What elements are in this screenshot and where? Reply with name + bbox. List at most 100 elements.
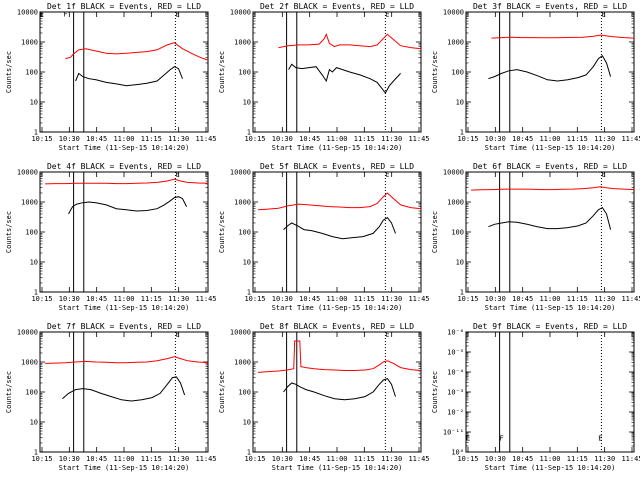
lld-series-line xyxy=(258,192,422,211)
x-tick-label: 10:15 xyxy=(244,135,265,143)
x-tick-label: 11:15 xyxy=(141,135,162,143)
panel-5: Det 5f BLACK = Events, RED = LLD 1 10 100 10… xyxy=(218,162,430,312)
plot-frame xyxy=(252,331,422,453)
panel-title: Det 5f BLACK = Events, RED = LLD xyxy=(260,162,414,171)
y-tick-label: 10 xyxy=(30,419,38,427)
events-series-line xyxy=(283,217,396,240)
panel-4: Det 4f BLACK = Events, RED = LLD 1 10 100 10… xyxy=(5,162,217,312)
x-tick-label: 11:30 xyxy=(168,295,189,303)
x-tick-label: 10:30 xyxy=(59,135,80,143)
x-tick-label: 11:45 xyxy=(195,455,216,463)
x-tick-label: 10:15 xyxy=(31,455,52,463)
flag-annotation: E xyxy=(40,10,44,18)
x-tick-label: 11:30 xyxy=(594,135,615,143)
panel-8: Det 8f BLACK = Events, RED = LLD 1 10 100 10… xyxy=(218,322,430,472)
x-tick-label: 11:45 xyxy=(195,135,216,143)
y-tick-label: 1 xyxy=(247,129,251,137)
panel-3: Det 3f BLACK = Events, RED = LLD 1 10 100 10… xyxy=(431,2,640,152)
y-tick-label: 10 xyxy=(243,99,251,107)
panel-title: Det 9f BLACK = Events, RED = LLD xyxy=(473,322,627,331)
panel-9: Det 9f BLACK = Events, RED = LLD 10⁰ 10⁻¹¹… xyxy=(431,322,640,472)
flag-annotation: F xyxy=(63,10,67,18)
x-tick-label: 11:45 xyxy=(408,295,429,303)
x-tick-label: 11:15 xyxy=(567,455,588,463)
y-tick-label: 100 xyxy=(238,389,251,397)
x-tick-label: 11:45 xyxy=(621,455,640,463)
x-tick-label: 10:45 xyxy=(299,135,320,143)
x-axis-label: Start Time (11-Sep-15 10:14:20) xyxy=(272,464,403,472)
x-axis-label: Start Time (11-Sep-15 10:14:20) xyxy=(485,304,616,312)
y-tick-label: 10 xyxy=(456,99,464,107)
flag-annotation: F xyxy=(500,435,504,443)
x-tick-label: 11:30 xyxy=(594,455,615,463)
y-tick-label: 100 xyxy=(238,229,251,237)
x-tick-label: 10:15 xyxy=(457,135,478,143)
x-tick-label: 10:15 xyxy=(244,455,265,463)
flag-annotation: E xyxy=(601,10,605,18)
x-tick-label: 10:30 xyxy=(485,295,506,303)
x-tick-label: 11:30 xyxy=(381,135,402,143)
y-tick-label: 10000 xyxy=(230,9,251,17)
events-series-line xyxy=(68,196,188,215)
x-tick-label: 11:00 xyxy=(539,135,560,143)
x-axis-label: Start Time (11-Sep-15 10:14:20) xyxy=(59,304,190,312)
lld-series-line xyxy=(65,42,209,61)
flag-annotation: E xyxy=(175,170,179,178)
y-tick-label: 1 xyxy=(34,129,38,137)
y-tick-label: 10 xyxy=(243,419,251,427)
x-tick-label: 11:00 xyxy=(539,295,560,303)
y-tick-label: 1000 xyxy=(21,39,38,47)
plot-frame xyxy=(39,171,209,293)
y-axis-label: Counts/sec xyxy=(5,51,13,93)
x-tick-label: 11:00 xyxy=(326,135,347,143)
y-tick-label: 1 xyxy=(247,289,251,297)
y-tick-label: 10000 xyxy=(443,169,464,177)
x-tick-label: 10:30 xyxy=(272,455,293,463)
x-tick-label: 11:45 xyxy=(621,135,640,143)
x-tick-label: 11:45 xyxy=(408,135,429,143)
flag-annotation: E xyxy=(175,10,179,18)
y-tick-label: 1 xyxy=(460,289,464,297)
y-tick-label: 1000 xyxy=(234,39,251,47)
y-tick-label: 1 xyxy=(34,449,38,457)
y-tick-label: 10000 xyxy=(443,9,464,17)
flag-annotation: E xyxy=(175,330,179,338)
plot-frame xyxy=(252,11,422,133)
x-tick-label: 10:15 xyxy=(31,135,52,143)
x-tick-label: 11:00 xyxy=(326,455,347,463)
flag-annotation: E xyxy=(601,170,605,178)
panel-title: Det 1f BLACK = Events, RED = LLD xyxy=(47,2,201,11)
y-tick-label: 1000 xyxy=(21,359,38,367)
x-tick-label: 10:30 xyxy=(59,295,80,303)
flag-annotation: E xyxy=(598,435,602,443)
y-tick-label: 10000 xyxy=(230,169,251,177)
x-tick-label: 10:15 xyxy=(31,295,52,303)
y-tick-label: 1000 xyxy=(21,199,38,207)
events-series-line xyxy=(62,376,186,402)
y-tick-label: 10⁰ xyxy=(451,449,464,457)
x-tick-label: 10:45 xyxy=(512,135,533,143)
x-tick-label: 11:00 xyxy=(113,455,134,463)
y-tick-label: 10⁻⁴ xyxy=(447,369,464,377)
x-tick-label: 11:15 xyxy=(141,455,162,463)
panel-title: Det 7f BLACK = Events, RED = LLD xyxy=(47,322,201,331)
x-tick-label: 11:00 xyxy=(539,455,560,463)
y-axis-label: Counts/sec xyxy=(5,211,13,253)
y-tick-label: 10⁻⁶ xyxy=(447,329,464,337)
x-tick-label: 11:00 xyxy=(326,295,347,303)
x-tick-label: 10:45 xyxy=(299,455,320,463)
x-axis-label: Start Time (11-Sep-15 10:14:20) xyxy=(485,144,616,152)
x-tick-label: 10:45 xyxy=(512,295,533,303)
plot-frame xyxy=(39,331,209,453)
y-tick-label: 100 xyxy=(451,69,464,77)
x-tick-label: 11:30 xyxy=(168,135,189,143)
x-tick-label: 10:45 xyxy=(299,295,320,303)
y-tick-label: 1 xyxy=(247,449,251,457)
y-tick-label: 10⁻¹¹ xyxy=(443,429,464,437)
x-tick-label: 10:45 xyxy=(86,135,107,143)
panel-7: Det 7f BLACK = Events, RED = LLD 1 10 100 10… xyxy=(5,322,217,472)
y-tick-label: 1000 xyxy=(447,199,464,207)
y-axis-label: Counts/sec xyxy=(431,371,439,413)
y-axis-label: Counts/sec xyxy=(5,371,13,413)
